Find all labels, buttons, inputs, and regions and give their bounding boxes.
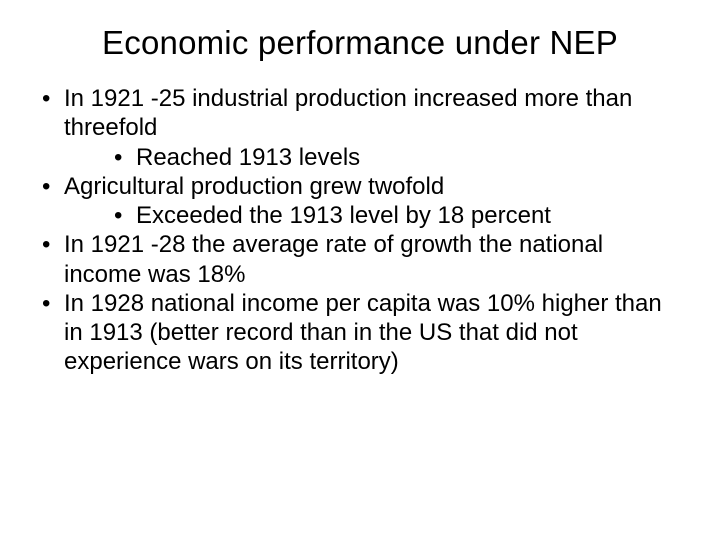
- bullet-item: In 1928 national income per capita was 1…: [40, 289, 684, 377]
- sub-bullet-list: Exceeded the 1913 level by 18 percent: [64, 201, 684, 230]
- bullet-text: In 1921 -25 industrial production increa…: [64, 85, 632, 141]
- bullet-item: In 1921 -28 the average rate of growth t…: [40, 230, 684, 289]
- bullet-item: Agricultural production grew twofold Exc…: [40, 172, 684, 231]
- sub-bullet-item: Exceeded the 1913 level by 18 percent: [112, 201, 684, 230]
- sub-bullet-text: Reached 1913 levels: [136, 144, 360, 171]
- slide: Economic performance under NEP In 1921 -…: [0, 0, 720, 540]
- bullet-text: In 1921 -28 the average rate of growth t…: [64, 231, 603, 287]
- slide-title: Economic performance under NEP: [36, 24, 684, 62]
- bullet-item: In 1921 -25 industrial production increa…: [40, 84, 684, 172]
- sub-bullet-item: Reached 1913 levels: [112, 143, 684, 172]
- bullet-text: In 1928 national income per capita was 1…: [64, 290, 662, 376]
- bullet-text: Agricultural production grew twofold: [64, 173, 444, 200]
- sub-bullet-list: Reached 1913 levels: [64, 143, 684, 172]
- bullet-list: In 1921 -25 industrial production increa…: [36, 84, 684, 377]
- sub-bullet-text: Exceeded the 1913 level by 18 percent: [136, 202, 551, 229]
